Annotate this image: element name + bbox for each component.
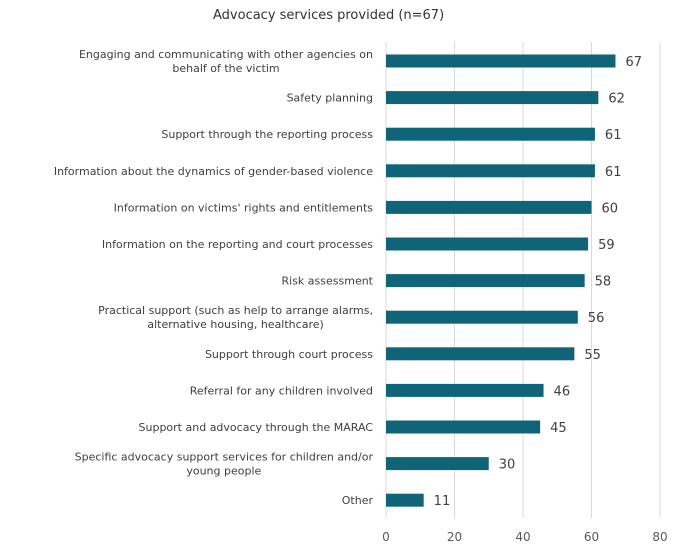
- bar: [386, 127, 595, 141]
- chart-title: Advocacy services provided (n=67): [213, 8, 445, 23]
- bar: [386, 457, 489, 471]
- bar: [386, 493, 424, 507]
- bar-value-label: 45: [550, 421, 567, 436]
- x-tick-label: 80: [652, 530, 667, 544]
- bar-value-label: 67: [625, 55, 642, 70]
- category-label: Engaging and communicating with other ag…: [79, 48, 373, 75]
- bar-value-label: 62: [608, 92, 625, 107]
- bar: [386, 383, 544, 397]
- category-labels: Engaging and communicating with other ag…: [54, 48, 374, 507]
- category-label: Support through the reporting process: [161, 128, 373, 141]
- bar: [386, 200, 592, 214]
- category-label: Practical support (such as help to arran…: [98, 304, 373, 331]
- category-label: Safety planning: [287, 92, 373, 105]
- category-label: Risk assessment: [282, 275, 374, 288]
- value-labels: 67 62 61 61 60 59 58 56 55 46 45 30 11: [434, 55, 642, 509]
- category-label: Information on victims' rights and entit…: [114, 201, 374, 214]
- x-axis-ticks: 0 20 40 60 80: [382, 530, 667, 544]
- bar: [386, 274, 585, 288]
- category-label: Other: [342, 494, 374, 507]
- category-label: Specific advocacy support services for c…: [75, 451, 374, 478]
- category-label: Referral for any children involved: [190, 384, 373, 397]
- bar: [386, 91, 599, 105]
- bar-value-label: 11: [434, 494, 451, 509]
- bar: [386, 347, 575, 361]
- x-tick-label: 40: [515, 530, 530, 544]
- bar-value-label: 55: [584, 348, 601, 363]
- bar-value-label: 56: [588, 311, 605, 326]
- bar: [386, 237, 589, 251]
- bar: [386, 164, 595, 178]
- bar-value-label: 30: [499, 458, 516, 473]
- bar: [386, 54, 616, 68]
- bar: [386, 310, 578, 324]
- category-label: Support through court process: [205, 348, 373, 361]
- bar: [386, 420, 541, 434]
- bar-value-label: 61: [605, 165, 622, 180]
- category-label: Support and advocacy through the MARAC: [139, 421, 374, 434]
- bars: [386, 54, 616, 507]
- category-label: Information about the dynamics of gender…: [54, 165, 373, 178]
- category-label: Information on the reporting and court p…: [102, 238, 373, 251]
- bar-value-label: 59: [598, 238, 615, 253]
- x-tick-label: 60: [584, 530, 599, 544]
- bar-value-label: 61: [605, 128, 622, 143]
- bar-value-label: 60: [602, 201, 619, 216]
- x-tick-label: 0: [382, 530, 390, 544]
- bar-value-label: 58: [595, 275, 612, 290]
- x-tick-label: 20: [447, 530, 462, 544]
- bar-value-label: 46: [554, 384, 571, 399]
